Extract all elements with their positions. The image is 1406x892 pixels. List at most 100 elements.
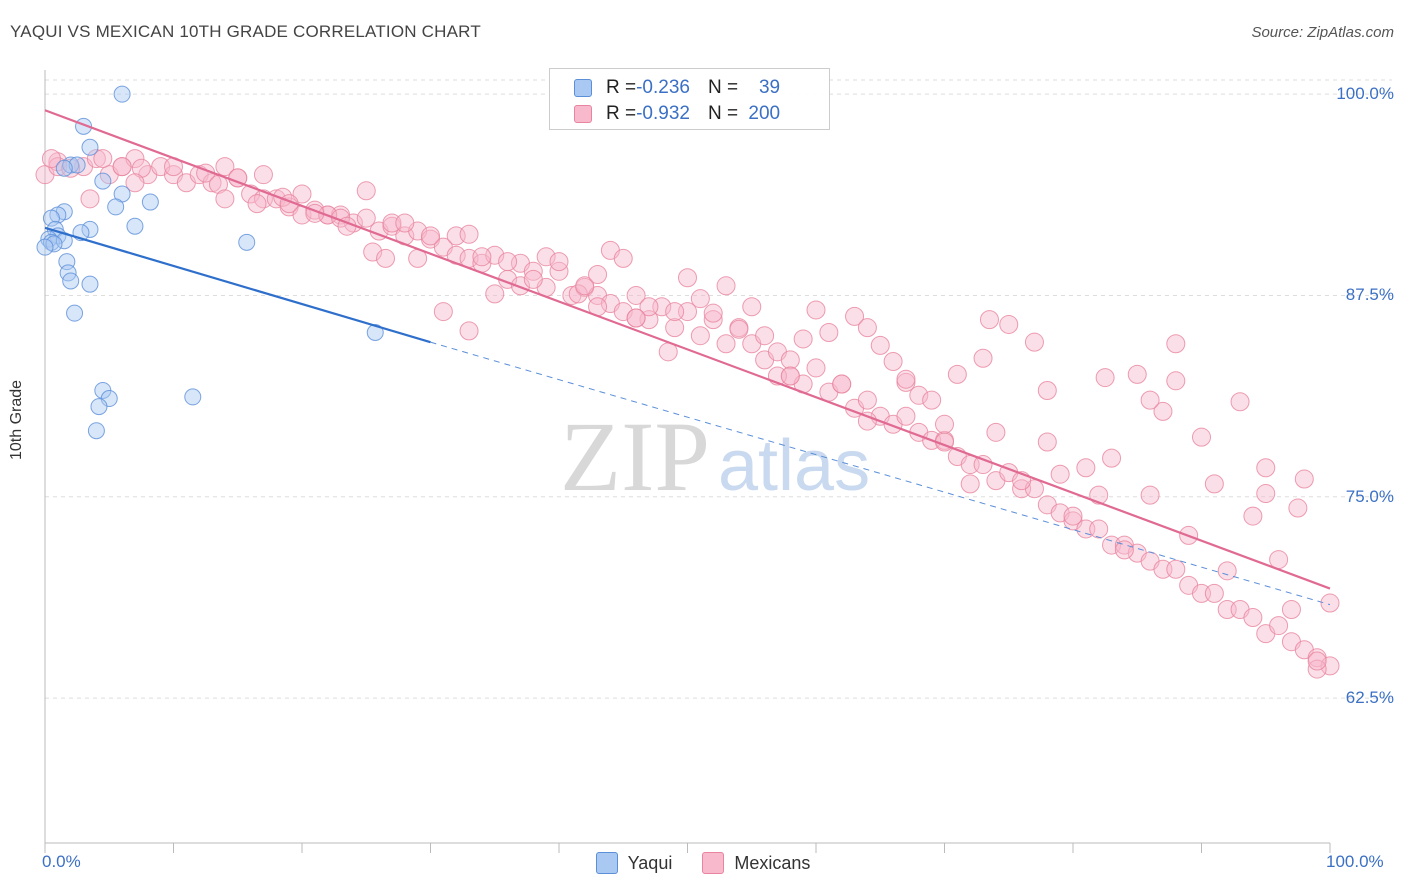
mexicans-point-166: [1050, 464, 1070, 484]
legend-n-value: 39: [758, 77, 781, 98]
source-label: Source: ZipAtlas.com: [1251, 24, 1394, 41]
yaqui-point-33: [90, 398, 108, 416]
mexicans-point-199: [459, 321, 479, 341]
series-legend: Yaqui Mexicans: [0, 852, 1406, 874]
yaqui-point-27: [81, 275, 99, 293]
legend-swatch-mexicans: [574, 105, 592, 123]
legend-r-label: R =: [606, 103, 637, 124]
mexicans-point-128: [568, 284, 588, 304]
mexicans-point-212: [1288, 498, 1308, 518]
trend-lines: [44, 109, 1331, 606]
legend-row-mexicans: R = -0.932 N = 200: [574, 103, 780, 125]
yaqui-point-8: [141, 193, 159, 211]
mexicans-point-170: [1102, 448, 1122, 468]
legend-r-value: -0.236: [636, 77, 690, 98]
mexicans-point-52: [716, 334, 736, 354]
axes: [44, 70, 1331, 853]
series-legend-mexicans[interactable]: Mexicans: [702, 852, 810, 874]
mexicans-point-143: [755, 326, 775, 346]
yaqui-point-12: [42, 209, 60, 227]
mexicans-point-179: [1217, 561, 1237, 581]
y-tick-label-0: 62.5%: [1345, 688, 1394, 708]
series-legend-label: Mexicans: [734, 852, 811, 873]
mexicans-point-162: [999, 314, 1019, 334]
watermark-zip: ZIP: [560, 401, 710, 512]
legend-r-value: -0.932: [636, 103, 690, 124]
mexicans-point-185: [1294, 469, 1314, 489]
mexicans-point-66: [896, 406, 916, 426]
mexicans-point-118: [421, 226, 440, 246]
mexicans-point-127: [549, 252, 569, 272]
mexicans-point-190: [93, 149, 113, 169]
mexicans-point-164: [1024, 332, 1044, 352]
mexicans-point-13: [215, 157, 235, 177]
yaqui-point-23: [238, 233, 256, 251]
mexicans-point-213: [1307, 651, 1327, 671]
yaqui-point-28: [66, 304, 84, 322]
mexicans-point-39: [549, 261, 569, 281]
mexicans-point-63: [857, 390, 877, 410]
legend-n-value: 200: [748, 103, 781, 124]
mexicans-point-173: [1140, 485, 1160, 505]
mexicans-point-210: [1166, 371, 1186, 391]
series-legend-label: Yaqui: [627, 852, 673, 873]
x-tick-label-max: 100.0%: [1326, 852, 1384, 871]
mexicans-point-191: [125, 173, 145, 193]
mexicans-point-150: [845, 306, 865, 326]
mexicans-point-136: [665, 302, 685, 322]
chart-title: YAQUI VS MEXICAN 10TH GRADE CORRELATION …: [10, 22, 481, 41]
mexicans-point-181: [1243, 506, 1263, 526]
mexicans-point-208: [1095, 368, 1115, 388]
watermark-atlas: atlas: [718, 426, 870, 506]
yaqui-point-14: [81, 220, 99, 238]
mexicans-point-174: [1153, 401, 1173, 421]
mexicans-point-48: [665, 318, 685, 338]
mexicans-point-110: [292, 184, 312, 204]
mexicans-point-59: [806, 358, 826, 378]
mexicans-point-137: [678, 268, 697, 288]
yaqui-point-5: [55, 159, 73, 177]
mexicans-point-45: [626, 285, 646, 305]
yaqui-point-26: [62, 272, 80, 290]
yaqui-point-22: [36, 238, 54, 256]
mexicans-point-161: [986, 422, 1006, 442]
mexicans-point-175: [1166, 334, 1186, 354]
mexicans-point-147: [806, 300, 826, 320]
mexicans-point-87: [1166, 559, 1186, 579]
legend-r-label: R =: [606, 77, 637, 98]
yaqui-point-21: [45, 235, 63, 253]
mexicans-point-24: [356, 208, 376, 228]
mexicans-point-203: [857, 318, 877, 338]
mexicans-point-93: [1243, 608, 1263, 628]
mexicans-point-126: [536, 247, 556, 267]
mexicans-point-50: [690, 326, 710, 346]
mexicans-point-186: [1307, 659, 1327, 679]
mexicans-point-165: [1037, 432, 1057, 452]
mexicans-point-192: [215, 189, 235, 209]
y-tick-label-1: 75.0%: [1345, 486, 1394, 506]
trend-yaqui-extension: [430, 341, 1331, 606]
mexicans-point-211: [1256, 484, 1276, 504]
mexicans-point-103: [131, 158, 151, 178]
series-legend-yaqui[interactable]: Yaqui: [595, 852, 673, 874]
yaqui-point-4: [68, 156, 86, 174]
mexicans-point-172: [1127, 364, 1147, 384]
mexicans-point-140: [716, 276, 736, 296]
mexicans-point-114: [356, 181, 376, 201]
mexicans-point-168: [1076, 458, 1096, 478]
mexicans-point-205: [935, 414, 954, 434]
mexicans-point-202: [780, 366, 800, 386]
mexicans-point-90: [1204, 583, 1224, 603]
mexicans-point-158: [947, 364, 967, 384]
mexicans-point-99: [1320, 656, 1340, 676]
mexicans-point-152: [870, 335, 890, 355]
mexicans-point-177: [1192, 427, 1211, 447]
mexicans-point-138: [690, 289, 710, 309]
mexicans-point-156: [922, 390, 942, 410]
yaqui-point-13: [126, 217, 144, 235]
mexicans-point-198: [433, 302, 453, 322]
mexicans-point-193: [247, 194, 267, 214]
mexicans-point-130: [588, 265, 608, 285]
yaqui-point-2: [81, 138, 99, 156]
gridlines: [45, 79, 1392, 699]
